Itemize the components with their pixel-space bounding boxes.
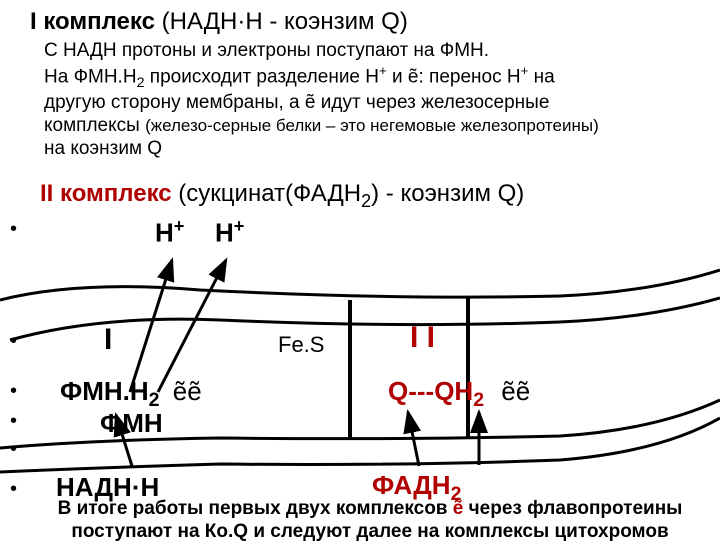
title-complex-2: II комплекс (сукцинат(ФАДН2) - коэнзим Q…: [40, 180, 524, 212]
label-q: Q---QH2 ẽẽ: [388, 376, 530, 413]
label-roman-2: I I: [410, 320, 435, 356]
label-fmn: ФМН: [100, 408, 163, 439]
bullet: •: [10, 410, 17, 433]
footer-text: В итоге работы первых двух комплексов ẽ …: [30, 498, 710, 544]
label-roman-1: I: [104, 322, 112, 358]
p1-l1: С НАДН протоны и электроны поступают на …: [44, 40, 714, 63]
bullet: •: [10, 380, 17, 403]
title-complex-1: I комплекс (НАДН·Н - коэнзим Q): [30, 8, 408, 37]
label-hplus-2: Н+: [215, 216, 244, 249]
p1-l2: На ФМН.Н2 происходит разделение Н+ и ẽ: …: [44, 63, 714, 92]
bullet: •: [10, 218, 17, 241]
label-hplus-1: Н+: [155, 216, 184, 249]
bullet: •: [10, 438, 17, 461]
title2-bold: II комплекс: [40, 180, 172, 207]
footer-l2: поступают на Ко.Q и следуют далее на ком…: [30, 521, 710, 544]
bullet: •: [10, 478, 17, 501]
footer-l1: В итоге работы первых двух комплексов ẽ …: [30, 498, 710, 521]
label-fes: Fе.S: [278, 332, 324, 358]
p1-l4: комплексы (железо-серные белки – это нег…: [44, 115, 714, 138]
title1-bold: I комплекс: [30, 8, 155, 35]
title1-rest: (НАДН·Н - коэнзим Q): [155, 8, 408, 35]
p1-l3: другую сторону мембраны, а ẽ идут через …: [44, 92, 714, 115]
bullet: •: [10, 330, 17, 353]
p1-l5: на коэнзим Q: [44, 138, 714, 161]
paragraph-1: С НАДН протоны и электроны поступают на …: [44, 40, 714, 160]
